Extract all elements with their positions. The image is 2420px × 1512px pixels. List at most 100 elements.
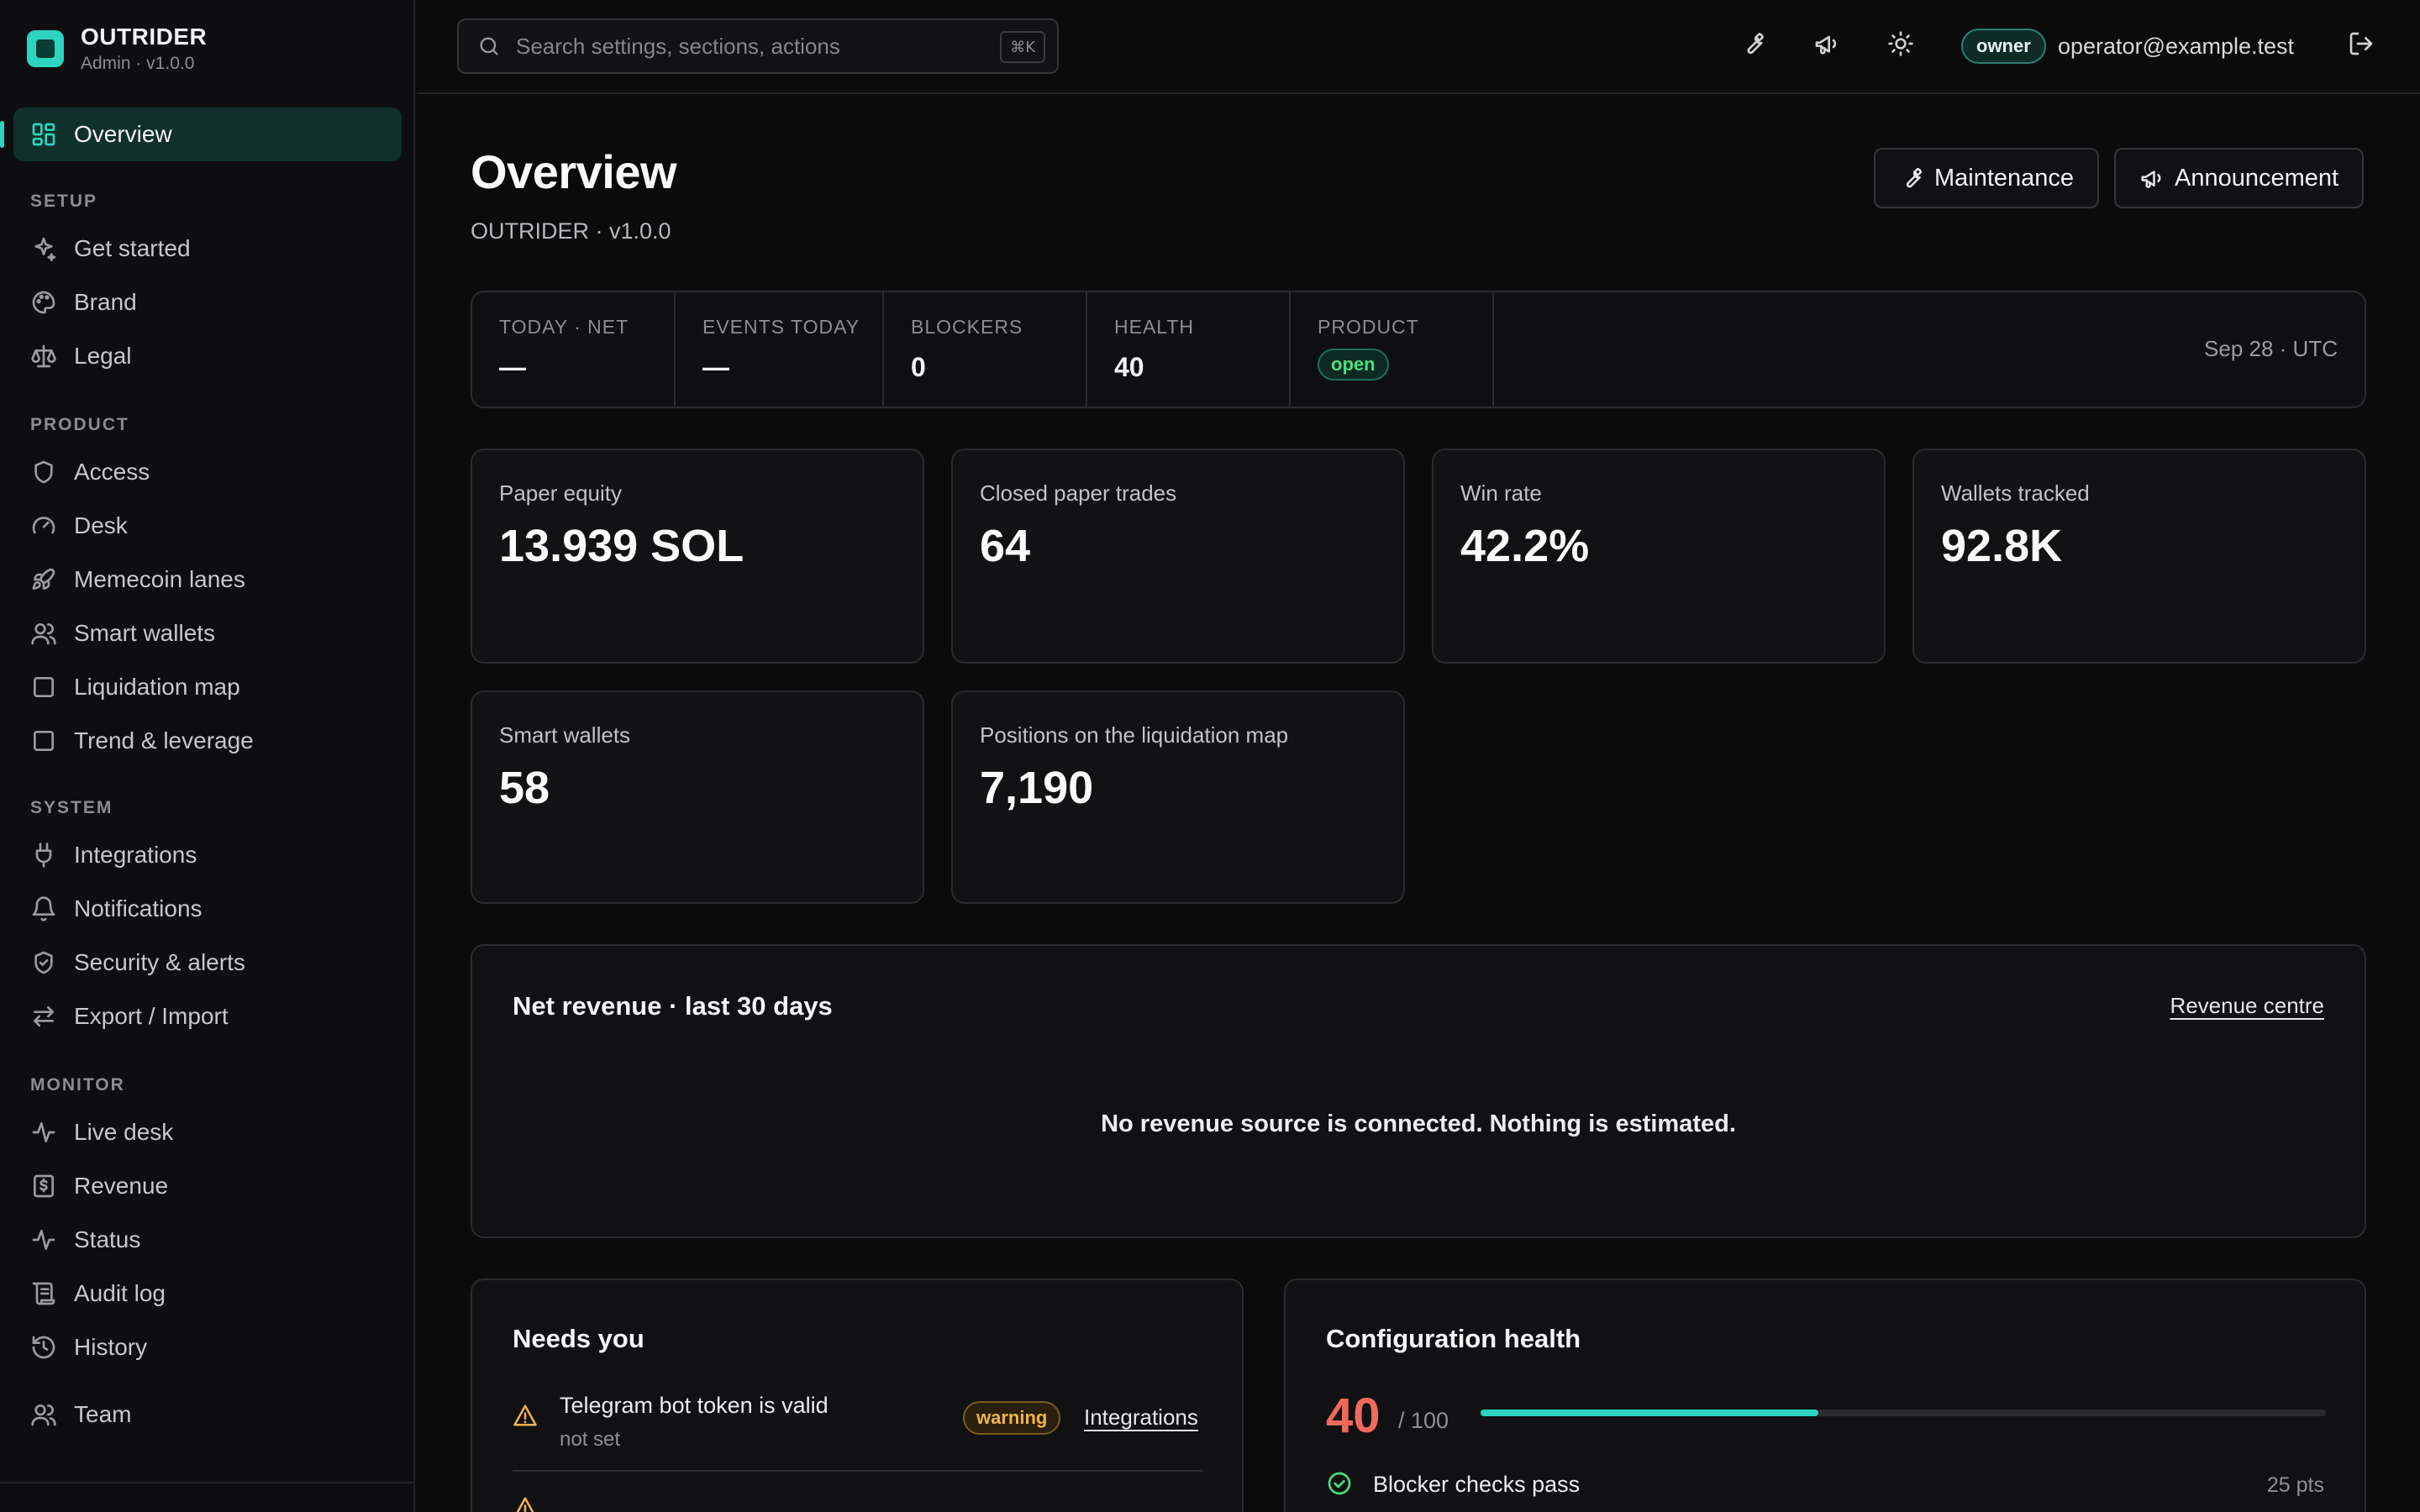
sidebar-item-notifications[interactable]: Notifications (30, 885, 392, 932)
logo-icon (27, 30, 64, 67)
health-progress-bar (1481, 1410, 2326, 1416)
stat-value: 0 (911, 352, 926, 382)
health-score: 40 (1326, 1389, 1381, 1443)
sidebar-item-label: Revenue (74, 1173, 169, 1199)
stat-label: EVENTS TODAY (702, 316, 860, 338)
section-title-product: PRODUCT (30, 415, 129, 434)
sidebar-item-memecoin-lanes[interactable]: Memecoin lanes (30, 556, 392, 603)
logout-icon[interactable] (2348, 30, 2375, 57)
section-title-system: SYSTEM (30, 798, 113, 817)
card-value: 13.939 SOL (499, 521, 744, 571)
sidebar-item-label: Audit log (74, 1280, 166, 1306)
revenue-centre-link[interactable]: Revenue centre (2170, 993, 2324, 1018)
sidebar-item-get-started[interactable]: Get started (30, 225, 392, 272)
sidebar-item-desk[interactable]: Desk (30, 502, 392, 549)
stat-today-net: TODAY · NET — (472, 292, 676, 407)
maintenance-label: Maintenance (1934, 164, 2075, 192)
sidebar-item-revenue[interactable]: Revenue (30, 1163, 392, 1210)
sidebar-item-audit-log[interactable]: Audit log (30, 1270, 392, 1317)
sidebar-item-label: History (74, 1334, 148, 1360)
sidebar-item-status[interactable]: Status (30, 1216, 392, 1263)
stat-label: PRODUCT (1318, 316, 1419, 338)
sidebar-item-integrations[interactable]: Integrations (30, 832, 392, 879)
metric-card-liquidation-positions: Positions on the liquidation map 7,190 (951, 690, 1405, 904)
needs-you-panel: Needs you Telegram bot token is valid no… (471, 1278, 1244, 1512)
card-label: Win rate (1460, 480, 1542, 506)
active-indicator (0, 121, 4, 148)
plug-icon (30, 842, 57, 869)
shortcut-hint: ⌘K (1000, 31, 1045, 63)
app-name: OUTRIDER (81, 24, 208, 50)
maintenance-button[interactable]: Maintenance (1874, 148, 2100, 208)
scale-icon (30, 343, 57, 370)
stat-product: PRODUCT open (1291, 292, 1494, 407)
sparkles-icon (30, 235, 57, 262)
card-label: Wallets tracked (1941, 480, 2090, 506)
user-email[interactable]: operator@example.test (2058, 34, 2295, 59)
sidebar-item-liquidation-map[interactable]: Liquidation map (30, 664, 392, 711)
sidebar-item-overview[interactable]: Overview (0, 108, 402, 161)
sidebar-item-live-desk[interactable]: Live desk (30, 1109, 392, 1156)
history-icon (30, 1334, 57, 1361)
gauge-icon (30, 512, 57, 539)
sidebar-item-security-alerts[interactable]: Security & alerts (30, 939, 392, 986)
sidebar-item-label: Legal (74, 343, 132, 369)
shield-check-icon (30, 949, 57, 976)
stat-blockers: BLOCKERS 0 (884, 292, 1087, 407)
metric-card-closed-trades: Closed paper trades 64 (951, 449, 1405, 664)
card-value: 7,190 (980, 763, 1094, 813)
health-progress-fill (1481, 1410, 1819, 1416)
sidebar-item-label: Live desk (74, 1119, 174, 1145)
rocket-icon (30, 566, 57, 593)
sidebar-item-history[interactable]: History (30, 1324, 392, 1371)
activity-icon (30, 1226, 57, 1253)
search-icon (477, 34, 501, 58)
revenue-panel: Net revenue · last 30 days Revenue centr… (471, 944, 2366, 1238)
card-value: 64 (980, 521, 1031, 571)
health-check-label: Blocker checks pass (1373, 1472, 1581, 1497)
shield-icon (30, 459, 57, 486)
search-input[interactable]: Search settings, sections, actions ⌘K (457, 18, 1059, 74)
grid-icon (30, 121, 57, 148)
search-placeholder: Search settings, sections, actions (516, 33, 840, 59)
page-subtitle: OUTRIDER · v1.0.0 (471, 218, 671, 244)
wrench-icon[interactable] (1739, 30, 1766, 57)
integrations-link[interactable]: Integrations (1084, 1404, 1198, 1430)
stat-events-today: EVENTS TODAY — (676, 292, 884, 407)
page-title: Overview (471, 145, 677, 198)
square-icon (30, 674, 57, 701)
sidebar-item-export-import[interactable]: Export / Import (30, 993, 392, 1040)
stat-label: HEALTH (1114, 316, 1195, 338)
date-label: Sep 28 · UTC (2204, 336, 2338, 361)
sidebar-item-team[interactable]: Team (30, 1391, 392, 1438)
card-value: 58 (499, 763, 550, 813)
announcement-button[interactable]: Announcement (2114, 148, 2365, 208)
sidebar-item-label: Team (74, 1401, 132, 1427)
square-icon (30, 727, 57, 754)
sidebar-item-access[interactable]: Access (30, 449, 392, 496)
warning-badge: warning (963, 1401, 1061, 1435)
sidebar-item-brand[interactable]: Brand (30, 279, 392, 326)
sidebar-item-label: Security & alerts (74, 949, 245, 975)
sun-icon[interactable] (1887, 30, 1914, 57)
configuration-health-panel: Configuration health 40 / 100 Blocker ch… (1284, 1278, 2366, 1512)
revenue-empty-state: No revenue source is connected. Nothing … (1101, 1110, 1736, 1137)
sidebar-divider (0, 1482, 415, 1483)
wrench-icon (1899, 165, 1924, 191)
sidebar-item-label: Smart wallets (74, 620, 216, 646)
health-score-max: / 100 (1398, 1408, 1449, 1433)
users-icon (30, 1401, 57, 1428)
needs-item-title: Telegram bot token is valid (560, 1393, 829, 1418)
metric-card-paper-equity: Paper equity 13.939 SOL (471, 449, 924, 664)
sidebar-item-label: Brand (74, 289, 137, 315)
list-item[interactable]: Telegram bot token is valid not set warn… (513, 1389, 1203, 1472)
sidebar-item-legal[interactable]: Legal (30, 333, 392, 380)
card-value: 92.8K (1941, 521, 2063, 571)
section-title-monitor: MONITOR (30, 1075, 125, 1095)
metric-card-smart-wallets: Smart wallets 58 (471, 690, 924, 904)
megaphone-icon[interactable] (1813, 30, 1840, 57)
sidebar-item-smart-wallets[interactable]: Smart wallets (30, 610, 392, 657)
brand[interactable]: OUTRIDER Admin · v1.0.0 (27, 24, 207, 74)
users-icon (30, 620, 57, 647)
sidebar-item-trend-leverage[interactable]: Trend & leverage (30, 717, 392, 764)
